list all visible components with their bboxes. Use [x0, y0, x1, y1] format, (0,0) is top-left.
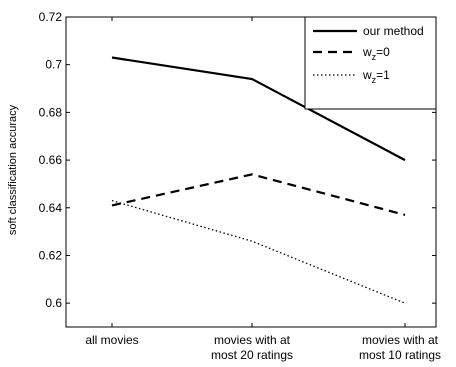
- x-tick-label-line: movies with at: [362, 333, 439, 347]
- y-tick-label: 0.7: [45, 58, 62, 72]
- plot-frame: [65, 16, 437, 328]
- y-tick-label: 0.66: [39, 153, 63, 167]
- legend-label-main: our method: [363, 24, 424, 38]
- x-tick-label: movies with at most 10 ratings: [359, 333, 441, 362]
- legend-label-2: wz=1: [362, 68, 390, 85]
- y-tick-label: 0.64: [39, 201, 63, 215]
- x-tick-label-line: movies with at: [214, 333, 291, 347]
- legend-label-tail: =0: [376, 45, 390, 59]
- series-line-0: [111, 56, 406, 162]
- legend-label-main: w: [362, 45, 372, 59]
- legend-label-tail: =1: [376, 68, 390, 82]
- x-tick-label: movies with at most 20 ratings: [211, 333, 293, 362]
- y-tick-label: 0.6: [45, 296, 62, 310]
- legend-label-0: our method: [363, 24, 424, 38]
- y-tick-label: 0.62: [39, 248, 63, 262]
- x-tick-label-line: most 10 ratings: [359, 348, 441, 362]
- legend-label-1: wz=0: [362, 45, 390, 62]
- y-axis-label: soft classification accuracy: [7, 104, 19, 235]
- legend-label-sub: z: [372, 52, 377, 62]
- legend-label-sub: z: [372, 75, 377, 85]
- x-tick-label-line: all movies: [85, 333, 138, 347]
- y-tick-label: 0.68: [39, 105, 63, 119]
- x-tick-label: all movies: [85, 333, 138, 347]
- y-tick-label: 0.72: [39, 10, 63, 24]
- x-tick-label-line: most 20 ratings: [211, 348, 293, 362]
- series-line-1: [111, 173, 406, 216]
- legend-box: [304, 16, 437, 110]
- legend-label-main: w: [362, 68, 372, 82]
- series-line-2: [111, 199, 406, 304]
